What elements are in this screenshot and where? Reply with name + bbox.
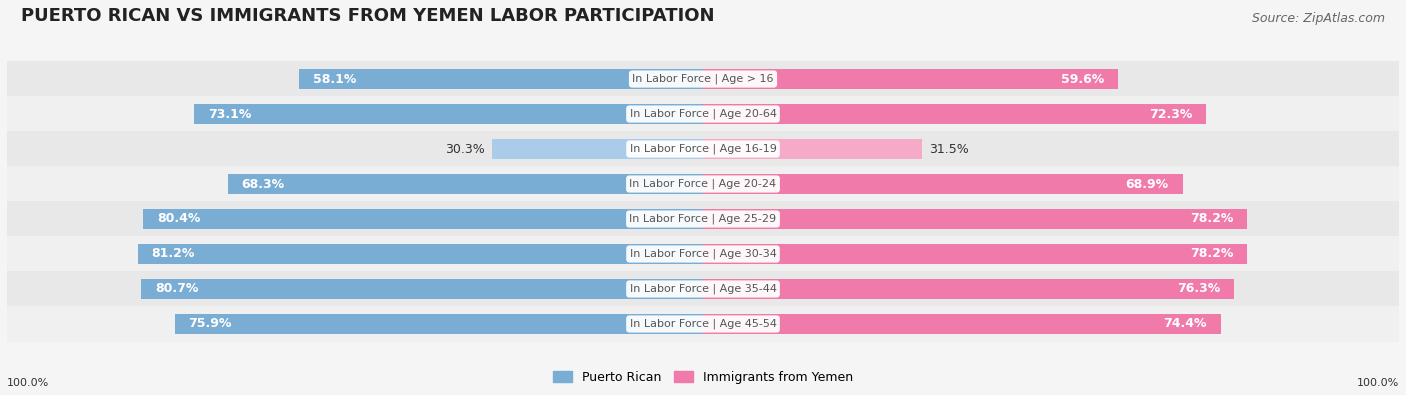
- Bar: [7, 236, 1399, 272]
- Text: 73.1%: 73.1%: [208, 107, 252, 120]
- Bar: [7, 131, 1399, 167]
- Text: In Labor Force | Age 20-64: In Labor Force | Age 20-64: [630, 109, 776, 119]
- Bar: [174, 314, 703, 334]
- Bar: [703, 139, 922, 159]
- Text: 72.3%: 72.3%: [1149, 107, 1192, 120]
- Text: In Labor Force | Age 45-54: In Labor Force | Age 45-54: [630, 319, 776, 329]
- Text: In Labor Force | Age > 16: In Labor Force | Age > 16: [633, 74, 773, 84]
- Bar: [703, 209, 1247, 229]
- Text: 74.4%: 74.4%: [1163, 318, 1206, 331]
- Text: In Labor Force | Age 35-44: In Labor Force | Age 35-44: [630, 284, 776, 294]
- Text: In Labor Force | Age 16-19: In Labor Force | Age 16-19: [630, 144, 776, 154]
- Text: In Labor Force | Age 20-24: In Labor Force | Age 20-24: [630, 179, 776, 189]
- Text: 81.2%: 81.2%: [152, 248, 195, 260]
- Bar: [7, 306, 1399, 342]
- Text: 58.1%: 58.1%: [312, 73, 356, 86]
- Bar: [703, 245, 1247, 263]
- Bar: [7, 166, 1399, 202]
- Bar: [7, 201, 1399, 237]
- Text: 75.9%: 75.9%: [188, 318, 232, 331]
- Text: 68.9%: 68.9%: [1126, 177, 1168, 190]
- Bar: [7, 271, 1399, 307]
- Bar: [143, 209, 703, 229]
- Bar: [703, 279, 1234, 299]
- Text: Source: ZipAtlas.com: Source: ZipAtlas.com: [1253, 12, 1385, 25]
- Bar: [703, 174, 1182, 194]
- Bar: [141, 279, 703, 299]
- Bar: [703, 70, 1118, 88]
- Text: 100.0%: 100.0%: [1357, 378, 1399, 388]
- Bar: [298, 70, 703, 88]
- Text: 78.2%: 78.2%: [1189, 213, 1233, 226]
- Bar: [7, 96, 1399, 132]
- Bar: [492, 139, 703, 159]
- Text: In Labor Force | Age 30-34: In Labor Force | Age 30-34: [630, 249, 776, 259]
- Text: 80.4%: 80.4%: [157, 213, 201, 226]
- Bar: [138, 245, 703, 263]
- Text: 59.6%: 59.6%: [1060, 73, 1104, 86]
- Bar: [194, 104, 703, 124]
- Text: 30.3%: 30.3%: [446, 143, 485, 156]
- Text: PUERTO RICAN VS IMMIGRANTS FROM YEMEN LABOR PARTICIPATION: PUERTO RICAN VS IMMIGRANTS FROM YEMEN LA…: [21, 7, 714, 25]
- Text: 68.3%: 68.3%: [242, 177, 284, 190]
- Text: In Labor Force | Age 25-29: In Labor Force | Age 25-29: [630, 214, 776, 224]
- Text: 80.7%: 80.7%: [155, 282, 198, 295]
- Bar: [703, 314, 1220, 334]
- Text: 31.5%: 31.5%: [929, 143, 969, 156]
- Text: 76.3%: 76.3%: [1177, 282, 1220, 295]
- Bar: [703, 104, 1206, 124]
- Bar: [7, 61, 1399, 97]
- Legend: Puerto Rican, Immigrants from Yemen: Puerto Rican, Immigrants from Yemen: [553, 371, 853, 384]
- Text: 78.2%: 78.2%: [1189, 248, 1233, 260]
- Text: 100.0%: 100.0%: [7, 378, 49, 388]
- Bar: [228, 174, 703, 194]
